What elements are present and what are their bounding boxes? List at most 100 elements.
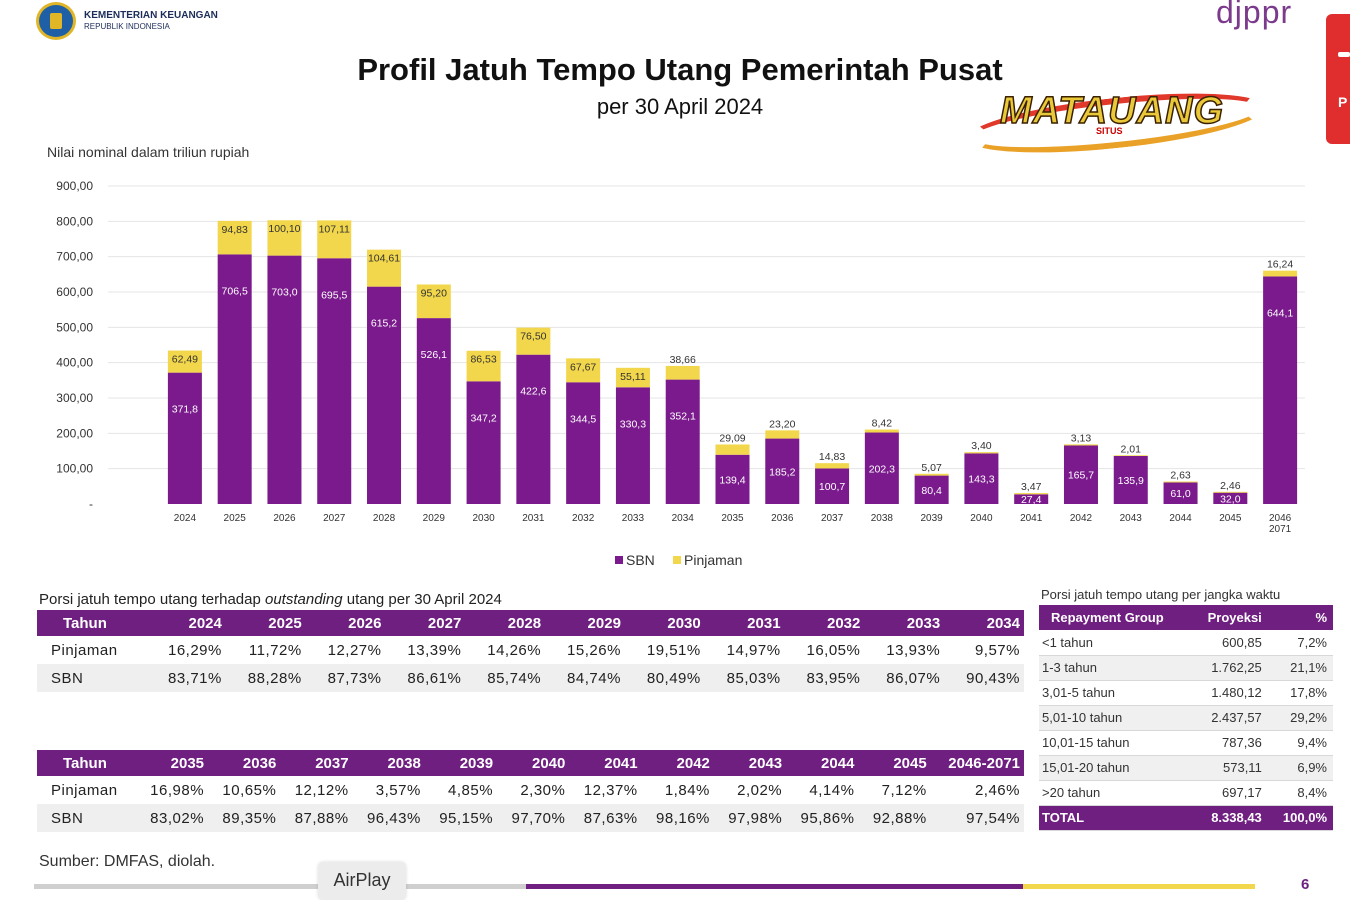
share-table2-cell: 97,98% (713, 804, 787, 832)
share-table1-cell: SBN (37, 664, 147, 692)
share-table1-header-cell: 2027 (385, 610, 466, 636)
repayment-header-cell: % (1267, 605, 1333, 630)
side-tab-letter: P (1338, 94, 1348, 110)
x-tick-label: 2041 (1020, 513, 1043, 524)
share-table2-header-cell: 2037 (280, 750, 353, 776)
share-table2-cell: SBN (37, 804, 136, 832)
x-tick-label: 2040 (970, 513, 993, 524)
share-table1-cell: 83,95% (784, 664, 865, 692)
x-tick-label: 2036 (771, 513, 794, 524)
share-table2-cell: 4,14% (809, 781, 855, 799)
ministry-emblem-icon (36, 2, 76, 40)
sbn-data-label: 347,2 (470, 412, 496, 424)
x-tick-label: 2046 (1269, 513, 1292, 524)
share-table2-header-cell: 2045 (858, 750, 931, 776)
watermark-small-text: SITUS (1096, 126, 1123, 136)
bar-pinjaman (516, 327, 551, 355)
repayment-caption: Porsi jatuh tempo utang per jangka waktu (1041, 587, 1281, 602)
share-table1-cell: 14,97% (726, 641, 781, 659)
sbn-data-label: 202,3 (869, 463, 895, 475)
bar-sbn (217, 254, 252, 504)
y-axis-label: Nilai nominal dalam triliun rupiah (47, 144, 250, 160)
pinjaman-data-label: 104,61 (368, 253, 400, 265)
sbn-data-label: 80,4 (921, 485, 942, 497)
share-table1-header-cell: 2033 (864, 610, 945, 636)
repayment-cell: 1.480,12 (1190, 680, 1268, 706)
share-table1-cell: 86,61% (385, 664, 466, 692)
sbn-data-label: 139,4 (719, 474, 745, 486)
table-row: <1 tahun 600,85 7,2% (1039, 630, 1333, 656)
repayment-total-row: TOTAL 8.338,43 100,0% (1039, 805, 1333, 831)
x-tick-label: 2045 (1219, 513, 1242, 524)
bar-sbn (914, 475, 949, 504)
bar-sbn (1163, 482, 1198, 504)
share-table2-header-cell: 2046-2071 (930, 750, 1024, 776)
footer-bar-purple (526, 884, 1023, 889)
x-tick-label: 2034 (672, 513, 695, 524)
share-table2-header-cell: 2041 (569, 750, 642, 776)
share-table2-cell: 12,37% (583, 781, 638, 799)
pinjaman-data-label: 8,42 (872, 418, 893, 430)
x-tick-label: 2035 (721, 513, 744, 524)
share-table1-cell: 13,39% (407, 641, 462, 659)
pinjaman-data-label: 2,46 (1220, 480, 1241, 492)
x-tick-label: 2030 (472, 513, 495, 524)
x-tick-label: 2039 (921, 513, 944, 524)
share-table1-cell: 16,05% (806, 641, 861, 659)
sbn-data-label: 526,1 (421, 349, 447, 361)
sbn-data-label: 100,7 (819, 481, 845, 493)
djppr-logo: djppr (1216, 0, 1293, 30)
sbn-data-label: 706,5 (222, 285, 248, 297)
pinjaman-data-label: 2,01 (1121, 443, 1142, 455)
table-row: 5,01-10 tahun 2.437,57 29,2% (1039, 705, 1333, 731)
share-table1-cell: Pinjaman (51, 641, 118, 659)
side-tab[interactable]: P (1326, 14, 1350, 144)
repayment-cell: 9,4% (1267, 730, 1333, 756)
bar-sbn (317, 258, 352, 504)
repayment-cell: 17,8% (1267, 680, 1333, 706)
bar-pinjaman (217, 220, 252, 255)
bar-pinjaman (1014, 493, 1049, 495)
pinjaman-data-label: 2,63 (1170, 470, 1191, 482)
share-table2-cell: 2,46% (974, 781, 1020, 799)
share-table2-header-cell: 2039 (424, 750, 498, 776)
x-tick-label: 2044 (1169, 513, 1192, 524)
share-table1-header-cell: 2030 (624, 610, 705, 636)
table-row: Pinjaman 16,29% 11,72% 12,27% 13,39% 14,26% 15… (37, 636, 1024, 664)
pinjaman-data-label: 38,66 (670, 354, 696, 366)
maturity-bar-chart: - 100,00 200,00 300,00 400,00 500,00 600,00 700… (56, 179, 1305, 568)
pinjaman-data-label: 94,83 (222, 224, 248, 236)
sbn-data-label: 135,9 (1118, 475, 1144, 487)
bar-pinjaman (1063, 444, 1098, 446)
repayment-header-cell: Proyeksi (1190, 605, 1268, 630)
pinjaman-data-label: 29,09 (719, 432, 745, 444)
ministry-name: KEMENTERIAN KEUANGAN REPUBLIK INDONESIA (84, 10, 218, 32)
y-tick-label: 100,00 (56, 462, 93, 476)
ministry-logo: KEMENTERIAN KEUANGAN REPUBLIK INDONESIA (36, 2, 218, 40)
bar-sbn (466, 381, 501, 504)
bar-sbn (1263, 276, 1298, 504)
repayment-cell: 6,9% (1267, 755, 1333, 781)
share-table2-header-row: Tahun 2035 2036 2037 2038 2039 2040 2041 2042 204… (37, 750, 1024, 776)
share-table2-header-cell: 2043 (713, 750, 787, 776)
share-table1-header-cell: 2028 (465, 610, 546, 636)
airplay-button[interactable]: AirPlay (318, 862, 406, 900)
bar-pinjaman (416, 284, 451, 319)
sbn-data-label: 615,2 (371, 318, 397, 330)
repayment-cell: 5,01-10 tahun (1039, 705, 1191, 731)
bar-pinjaman (864, 429, 899, 433)
share-table2-cell: 89,35% (208, 804, 281, 832)
share-table1-cell: 9,57% (974, 641, 1020, 659)
page-number: 6 (1301, 876, 1310, 893)
y-tick-label: 300,00 (56, 391, 93, 405)
repayment-cell: 2.437,57 (1190, 705, 1268, 731)
pinjaman-data-label: 76,50 (520, 331, 546, 343)
repayment-total-cell: 8.338,43 (1190, 805, 1268, 831)
sbn-data-label: 165,7 (1068, 470, 1094, 482)
table-row: 15,01-20 tahun 573,11 6,9% (1039, 755, 1333, 781)
matauang-watermark: MATAUANG SITUS (964, 82, 1268, 164)
bar-sbn (715, 454, 750, 504)
bar-sbn (964, 453, 999, 504)
share-table2-header-cell: Tahun (37, 750, 136, 776)
slide-subtitle: per 30 April 2024 (596, 94, 764, 119)
